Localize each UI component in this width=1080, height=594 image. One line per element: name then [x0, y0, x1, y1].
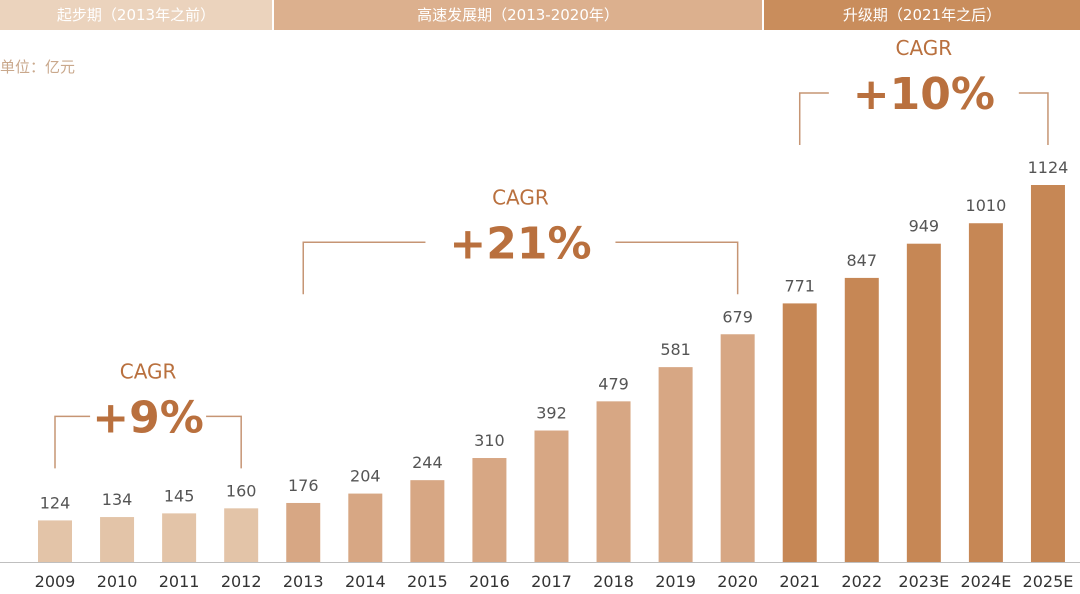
data-label: 204 [350, 467, 381, 486]
x-tick-label: 2011 [159, 572, 200, 591]
bar [1030, 185, 1065, 562]
cagr-value: +9% [92, 392, 204, 443]
cagr-bracket-right [1018, 92, 1049, 145]
bar [658, 367, 693, 562]
data-label: 176 [288, 476, 319, 495]
data-label: 949 [909, 217, 940, 236]
data-label: 1010 [966, 196, 1007, 215]
x-tick-label: 2020 [717, 572, 758, 591]
cagr-label: CAGR [895, 36, 952, 60]
bar [596, 401, 631, 562]
x-tick-label: 2015 [407, 572, 448, 591]
bar [410, 480, 445, 562]
bar [472, 458, 507, 562]
bar [720, 334, 755, 562]
bar [348, 493, 383, 562]
x-tick-label: 2016 [469, 572, 510, 591]
bar [534, 430, 569, 562]
x-tick-label: 2010 [97, 572, 138, 591]
phase-start: 起步期（2013年之前） [0, 0, 272, 30]
cagr-bracket-left [798, 92, 829, 145]
bar [286, 502, 321, 562]
bar [162, 513, 197, 562]
data-label: 847 [847, 251, 878, 270]
bar [38, 520, 72, 562]
phase-upgrade: 升级期（2021年之后） [764, 0, 1080, 30]
phase-banner: 起步期（2013年之前） 高速发展期（2013-2020年） 升级期（2021年… [0, 0, 1080, 30]
cagr-bracket-left [302, 241, 426, 295]
x-tick-label: 2019 [655, 572, 696, 591]
x-tick-label: 2018 [593, 572, 634, 591]
bar [844, 277, 879, 562]
bar [968, 223, 1003, 563]
data-label: 771 [784, 276, 815, 295]
data-label: 679 [722, 307, 753, 326]
data-label: 145 [164, 486, 195, 505]
cagr-label: CAGR [492, 185, 549, 209]
x-tick-label: 2009 [35, 572, 76, 591]
x-tick-label: 2013 [283, 572, 324, 591]
cagr-bracket-left [54, 415, 91, 469]
cagr-bracket-right [206, 415, 242, 469]
cagr-label: CAGR [120, 359, 177, 383]
bar [224, 508, 259, 562]
data-label: 479 [598, 374, 629, 393]
x-tick-label: 2014 [345, 572, 386, 591]
cagr-bracket-right [615, 241, 739, 295]
data-label: 124 [40, 493, 71, 512]
x-tick-label: 2025E [1023, 572, 1074, 591]
x-tick-label: 2023E [898, 572, 949, 591]
bar [906, 243, 941, 562]
bar [782, 303, 817, 562]
data-label: 134 [102, 490, 133, 509]
data-label: 160 [226, 481, 257, 500]
data-label: 1124 [1028, 158, 1069, 177]
x-tick-label: 2024E [960, 572, 1011, 591]
x-tick-label: 2021 [779, 572, 820, 591]
x-tick-label: 2022 [841, 572, 882, 591]
cagr-value: +21% [449, 218, 591, 269]
cagr-value: +10% [853, 69, 995, 120]
unit-label: 单位：亿元 [0, 58, 76, 76]
data-label: 244 [412, 453, 443, 472]
data-label: 581 [660, 340, 691, 359]
x-tick-label: 2012 [221, 572, 262, 591]
data-label: 310 [474, 431, 505, 450]
x-tick-label: 2017 [531, 572, 572, 591]
bar [100, 517, 135, 562]
data-label: 392 [536, 404, 567, 423]
phase-growth: 高速发展期（2013-2020年） [274, 0, 762, 30]
